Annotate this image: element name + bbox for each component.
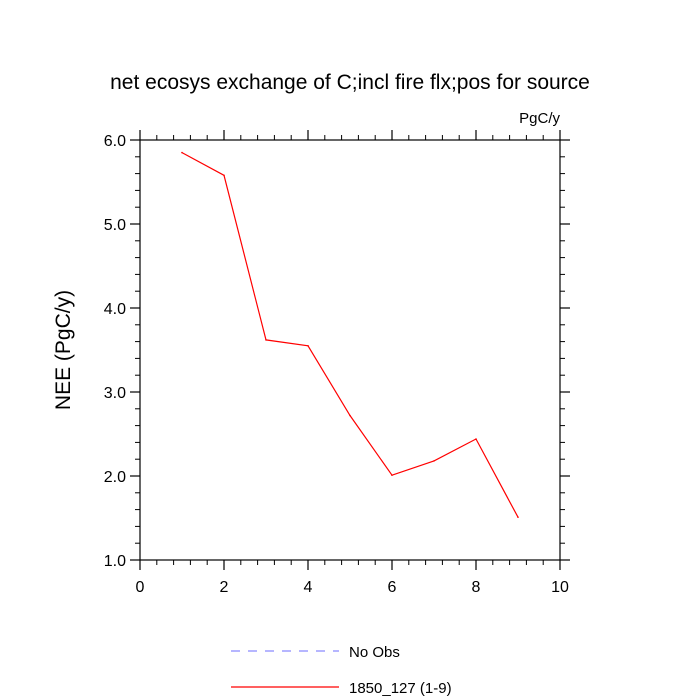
x-tick-label: 10	[551, 579, 569, 596]
x-tick-label: 6	[388, 579, 397, 596]
legend: No Obs 1850_127 (1-9)	[231, 644, 452, 697]
y-tick-label: 5.0	[104, 217, 126, 234]
series-group	[181, 151, 519, 518]
data-point	[433, 460, 435, 462]
y-tick-label: 4.0	[104, 301, 126, 318]
legend-label: No Obs	[349, 644, 400, 661]
y-tick-label: 6.0	[104, 133, 126, 150]
data-point	[349, 414, 351, 417]
legend-label: 1850_127 (1-9)	[349, 680, 452, 697]
x-tick-label: 8	[472, 579, 481, 596]
data-point	[223, 174, 225, 177]
data-point	[517, 516, 519, 518]
axis-ticks	[130, 130, 570, 570]
x-tick-label: 4	[304, 579, 313, 596]
chart-title: net ecosys exchange of C;incl fire flx;p…	[110, 71, 590, 94]
y-axis-label: NEE (PgC/y)	[52, 290, 75, 410]
x-tick-label: 0	[136, 579, 145, 596]
y-tick-label: 2.0	[104, 469, 126, 486]
x-tick-label: 2	[220, 579, 229, 596]
plot-frame	[139, 139, 561, 561]
data-point	[475, 438, 477, 440]
axis-tick-labels: 0 2 4 6 8 10 1.0 2.0 3.0 4.0 5.0 6.0	[104, 133, 569, 596]
series-line	[181, 152, 519, 518]
data-point	[265, 339, 267, 341]
data-point	[307, 345, 309, 347]
data-point	[391, 474, 393, 476]
y-tick-label: 3.0	[104, 385, 126, 402]
units-label: PgC/y	[519, 110, 560, 127]
data-point	[181, 151, 183, 154]
y-tick-label: 1.0	[104, 553, 126, 570]
